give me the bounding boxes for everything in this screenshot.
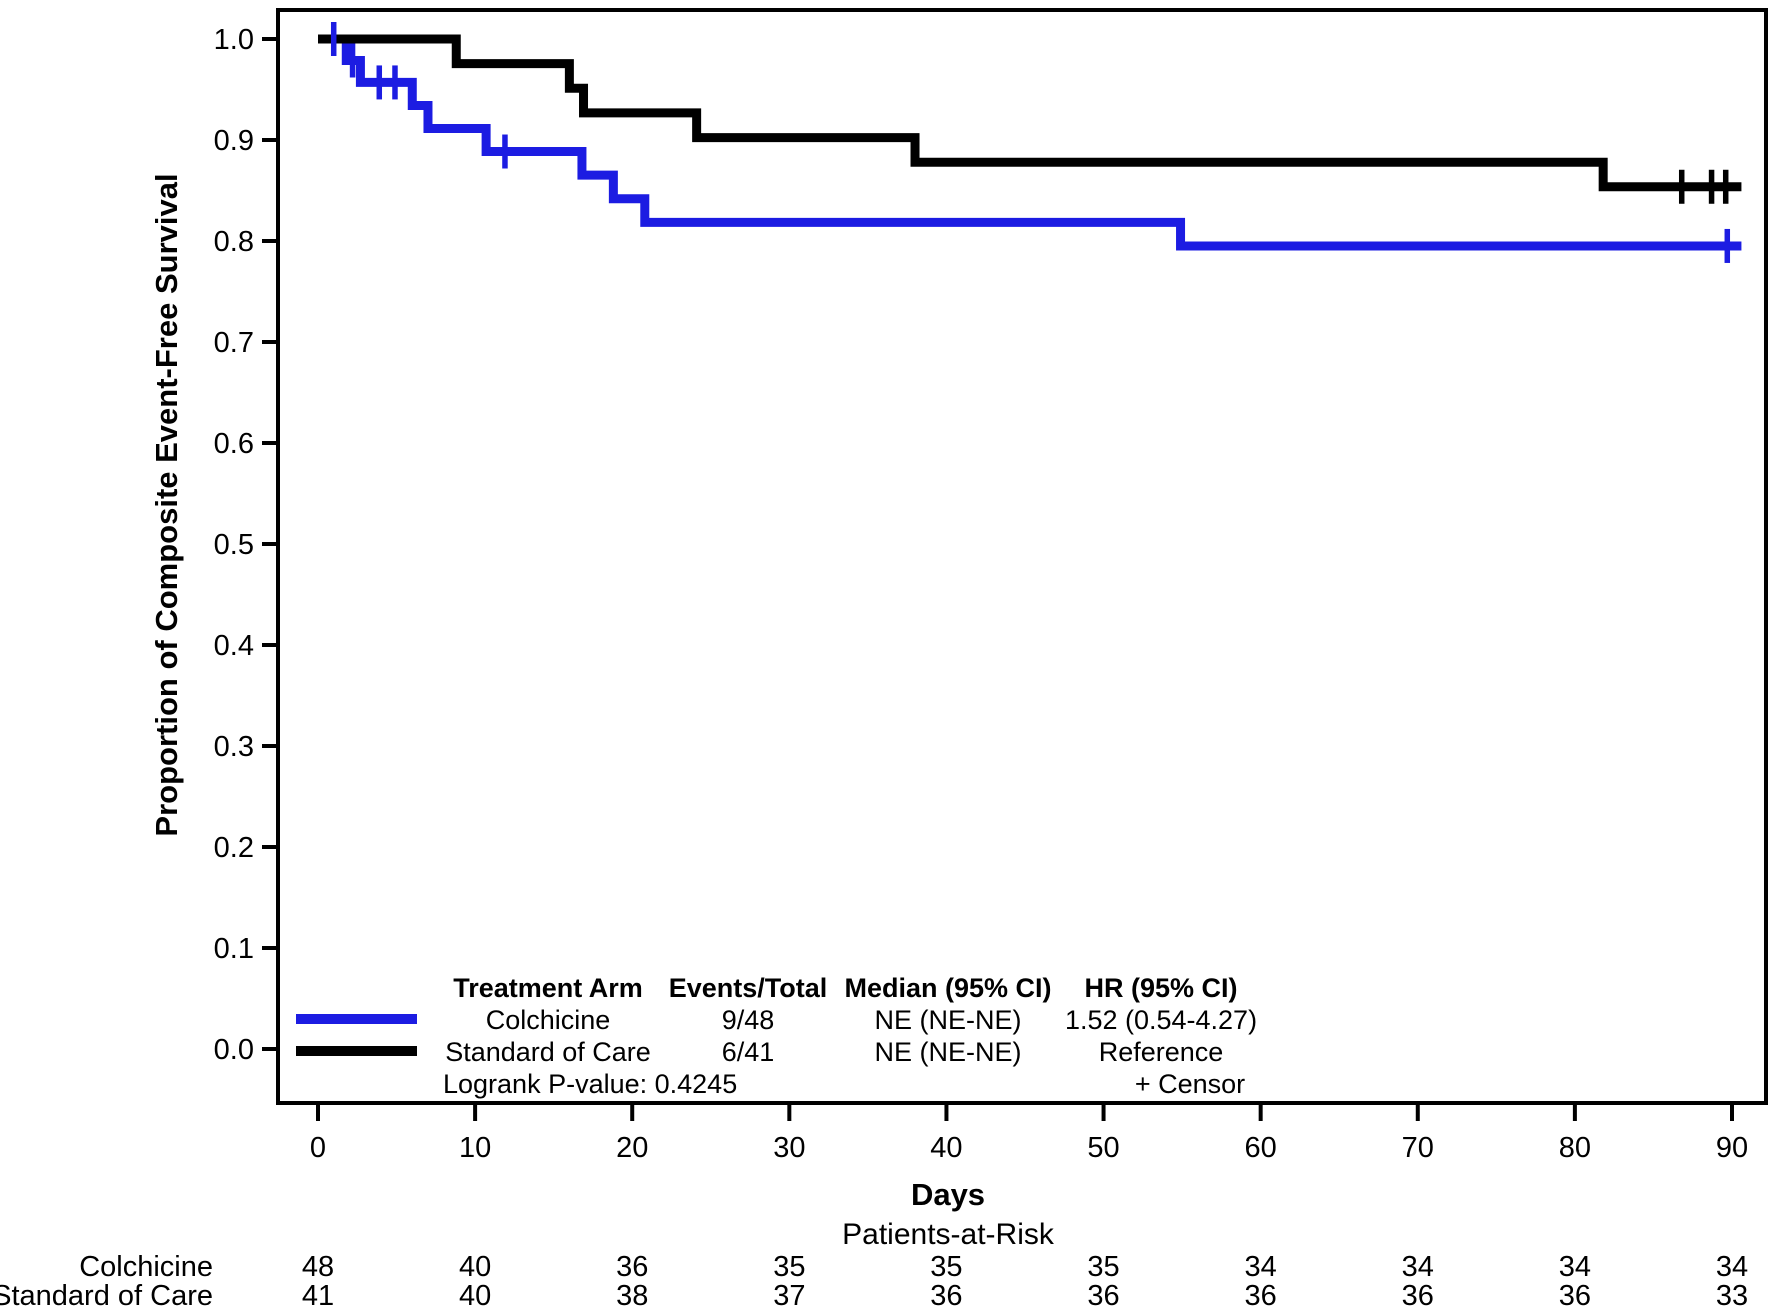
x-axis-ticks: 0 10 20 30 40 50 60 70 80 90: [310, 1103, 1748, 1164]
at-risk-count: 34: [1716, 1251, 1748, 1283]
patients-at-risk-label: Patients-at-Risk: [842, 1218, 1055, 1251]
at-risk-count: 36: [1402, 1280, 1434, 1312]
x-tick-label: 60: [1245, 1132, 1277, 1164]
y-tick-label: 0.5: [214, 529, 254, 561]
x-tick-label: 30: [773, 1132, 805, 1164]
at-risk-count: 36: [1245, 1280, 1277, 1312]
legend: Treatment Arm Events/Total Median (95% C…: [296, 973, 1257, 1099]
y-tick-label: 1.0: [214, 24, 254, 56]
at-risk-count: 36: [930, 1280, 962, 1312]
at-risk-row-label: Colchicine: [79, 1251, 213, 1283]
x-tick-label: 50: [1087, 1132, 1119, 1164]
at-risk-count: 36: [616, 1251, 648, 1283]
y-axis-title: Proportion of Composite Event-Free Survi…: [149, 173, 184, 836]
km-curve-colchicine: [318, 34, 1742, 251]
y-tick-label: 0.9: [214, 125, 254, 157]
y-axis-ticks: 0.0 0.1 0.2 0.3 0.4 0.5 0.6 0.7 0.8 0.9 1.0: [214, 24, 278, 1066]
legend-header-hr: HR (95% CI): [1084, 973, 1237, 1003]
at-risk-count: 35: [930, 1251, 962, 1283]
legend-row-colchicine-arm: Colchicine: [486, 1005, 611, 1035]
legend-swatch-colchicine: [296, 1014, 417, 1024]
legend-row-colchicine-hr: 1.52 (0.54-4.27): [1065, 1005, 1257, 1035]
at-risk-row-label: Standard of Care: [0, 1280, 213, 1312]
at-risk-count: 33: [1716, 1280, 1748, 1312]
censor-legend-note: + Censor: [1135, 1069, 1245, 1099]
x-tick-label: 10: [459, 1132, 491, 1164]
x-tick-label: 0: [310, 1132, 326, 1164]
at-risk-count: 36: [1087, 1280, 1119, 1312]
y-tick-label: 0.3: [214, 731, 254, 763]
y-tick-label: 0.8: [214, 226, 254, 258]
legend-row-soc-median: NE (NE-NE): [875, 1037, 1022, 1067]
legend-header-median: Median (95% CI): [844, 973, 1051, 1003]
at-risk-count: 40: [459, 1251, 491, 1283]
x-axis-title: Days: [911, 1177, 985, 1212]
legend-swatch-standard-of-care: [296, 1046, 417, 1056]
x-tick-label: 20: [616, 1132, 648, 1164]
at-risk-count: 35: [773, 1251, 805, 1283]
x-tick-label: 90: [1716, 1132, 1748, 1164]
survival-curves: [318, 34, 1742, 251]
km-curve-standard-of-care: [318, 34, 1742, 192]
x-tick-label: 70: [1402, 1132, 1434, 1164]
at-risk-count: 40: [459, 1280, 491, 1312]
at-risk-count: 48: [302, 1251, 334, 1283]
at-risk-count: 34: [1245, 1251, 1277, 1283]
y-tick-label: 0.4: [214, 630, 254, 662]
at-risk-count: 36: [1559, 1280, 1591, 1312]
at-risk-count: 38: [616, 1280, 648, 1312]
y-tick-label: 0.6: [214, 428, 254, 460]
y-tick-label: 0.0: [214, 1034, 254, 1066]
y-tick-label: 0.1: [214, 933, 254, 965]
censor-marks: [330, 22, 1731, 263]
x-tick-label: 40: [930, 1132, 962, 1164]
x-tick-label: 80: [1559, 1132, 1591, 1164]
legend-row-soc-hr: Reference: [1099, 1037, 1224, 1067]
at-risk-count: 41: [302, 1280, 334, 1312]
at-risk-count: 35: [1087, 1251, 1119, 1283]
legend-row-colchicine-events: 9/48: [722, 1005, 775, 1035]
y-tick-label: 0.2: [214, 832, 254, 864]
y-tick-label: 0.7: [214, 327, 254, 359]
legend-header-arm: Treatment Arm: [453, 973, 643, 1003]
at-risk-count: 37: [773, 1280, 805, 1312]
legend-header-events: Events/Total: [669, 973, 828, 1003]
legend-row-colchicine-median: NE (NE-NE): [875, 1005, 1022, 1035]
at-risk-count: 34: [1559, 1251, 1591, 1283]
plot-frame: [276, 8, 1768, 1105]
logrank-pvalue-text: Logrank P-value: 0.4245: [443, 1069, 737, 1099]
at-risk-count: 34: [1402, 1251, 1434, 1283]
legend-row-soc-events: 6/41: [722, 1037, 775, 1067]
legend-row-soc-arm: Standard of Care: [445, 1037, 651, 1067]
